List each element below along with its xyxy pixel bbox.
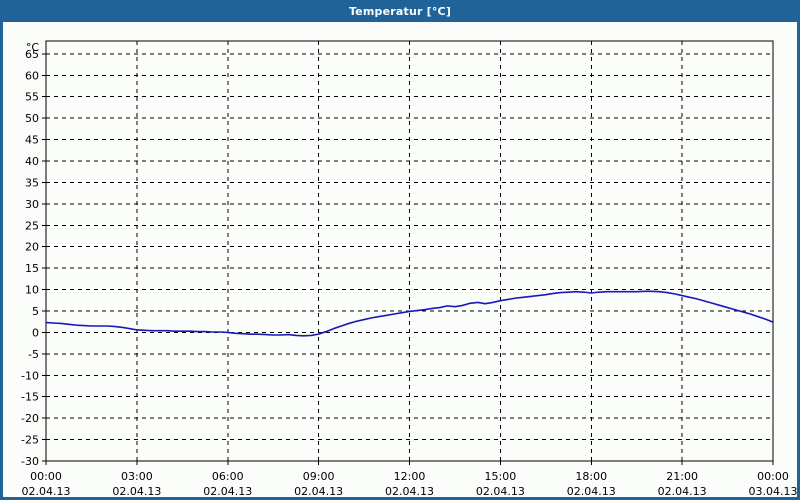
y-axis-label: -15 [21,391,39,404]
y-axis-label: 65 [25,48,39,61]
y-axis-label: 30 [25,198,39,211]
temperature-series-line [45,290,774,337]
x-axis-time-label: 03:00 [121,470,153,483]
x-axis-time-label: 21:00 [666,470,698,483]
x-axis-time-label: 18:00 [575,470,607,483]
x-axis-date-label: 02.04.13 [476,485,525,497]
x-axis-date-label: 02.04.13 [385,485,434,497]
y-axis-label: 25 [25,219,39,232]
y-axis-label: 40 [25,155,39,168]
y-axis-label: 0 [32,326,39,339]
x-axis-time-label: 09:00 [303,470,335,483]
y-axis-label: 10 [25,284,39,297]
y-axis-label: 5 [32,305,39,318]
chart-canvas: 65 60 55 50 45 40 35 30 25 20 15 10 5 0 -5 -10 -15 -20 -25… [3,25,797,497]
x-axis-date-label: 02.04.13 [22,485,71,497]
y-axis-label: -10 [21,369,39,382]
y-axis-label: 20 [25,241,39,254]
window-title: Temperatur [°C] [348,4,452,18]
temperature-line-chart: 65605550454035302520151050-5-10-15-20-25… [21,40,797,497]
window-title-bar: Temperatur [°C] [3,3,797,22]
x-axis-date-label: 02.04.13 [112,485,161,497]
x-axis-time-label: 15:00 [485,470,517,483]
y-axis-label: 35 [25,176,39,189]
y-axis-label: 50 [25,112,39,125]
y-axis-label: 15 [25,262,39,275]
y-axis-label: 55 [25,91,39,104]
x-axis-date-label: 02.04.13 [203,485,252,497]
y-axis-label: 60 [25,69,39,82]
x-axis-date-label: 02.04.13 [294,485,343,497]
x-axis-time-label: 06:00 [212,470,244,483]
y-axis-unit-label: °C [26,41,40,54]
y-axis-label: -25 [21,434,39,447]
y-axis-label: 45 [25,134,39,147]
x-axis-date-label: 02.04.13 [567,485,616,497]
y-axis-label: -5 [28,348,39,361]
x-axis-time-label: 00:00 [30,470,62,483]
x-axis-time-label: 00:00 [757,470,789,483]
x-axis-time-label: 12:00 [394,470,426,483]
x-axis-date-label: 02.04.13 [658,485,707,497]
x-axis-date-label: 03.04.13 [749,485,797,497]
y-axis-label: -30 [21,455,39,468]
plot-frame [45,40,774,462]
y-axis-label: -20 [21,412,39,425]
